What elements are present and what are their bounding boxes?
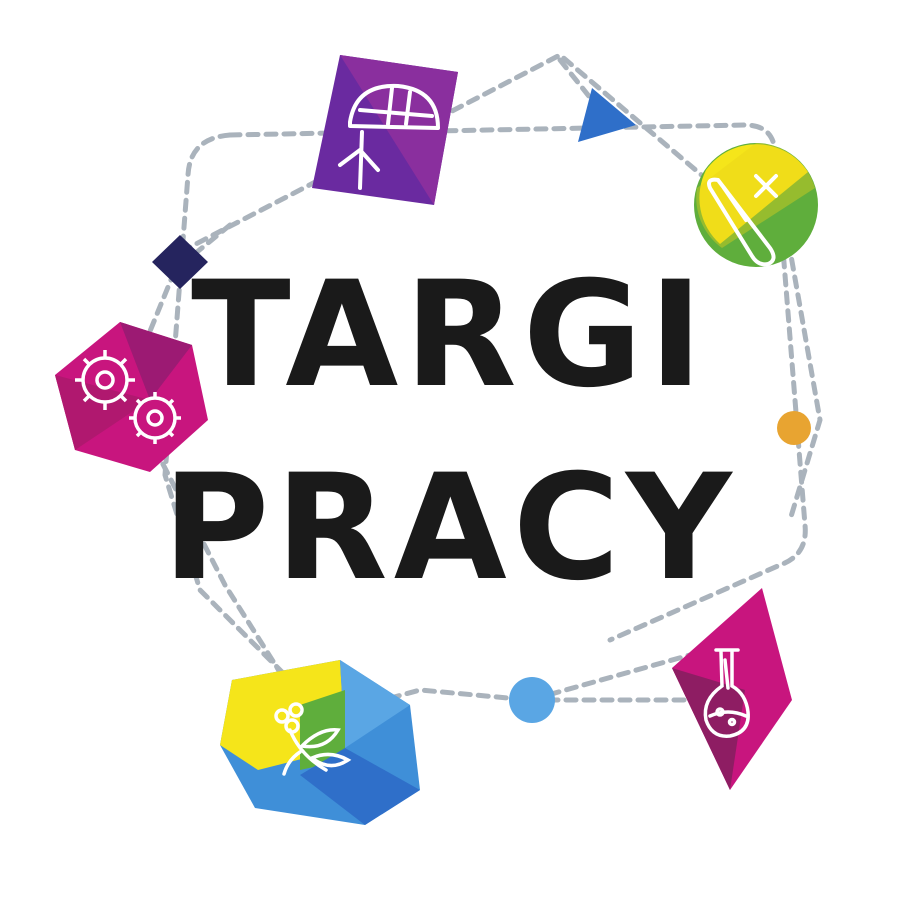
engineer-helmet-icon [338,83,440,190]
blue-triangle-marker [578,88,636,142]
logo-title-line-1: TARGI [191,250,709,420]
gears-icon [75,350,181,444]
gears-tile [55,322,208,472]
engineer-tile [312,55,458,205]
logo-title-line-2: PRACY [162,443,738,613]
blue-dot-marker [509,677,555,723]
plant-tile [220,660,420,825]
flask-tile [672,588,792,790]
thermometer-icon [707,174,778,267]
thermometer-badge [694,143,818,267]
navy-diamond-marker [152,235,208,289]
laboratory-flask-icon [703,648,750,738]
plant-flower-icon [274,702,352,776]
orange-dot-marker [777,411,811,445]
